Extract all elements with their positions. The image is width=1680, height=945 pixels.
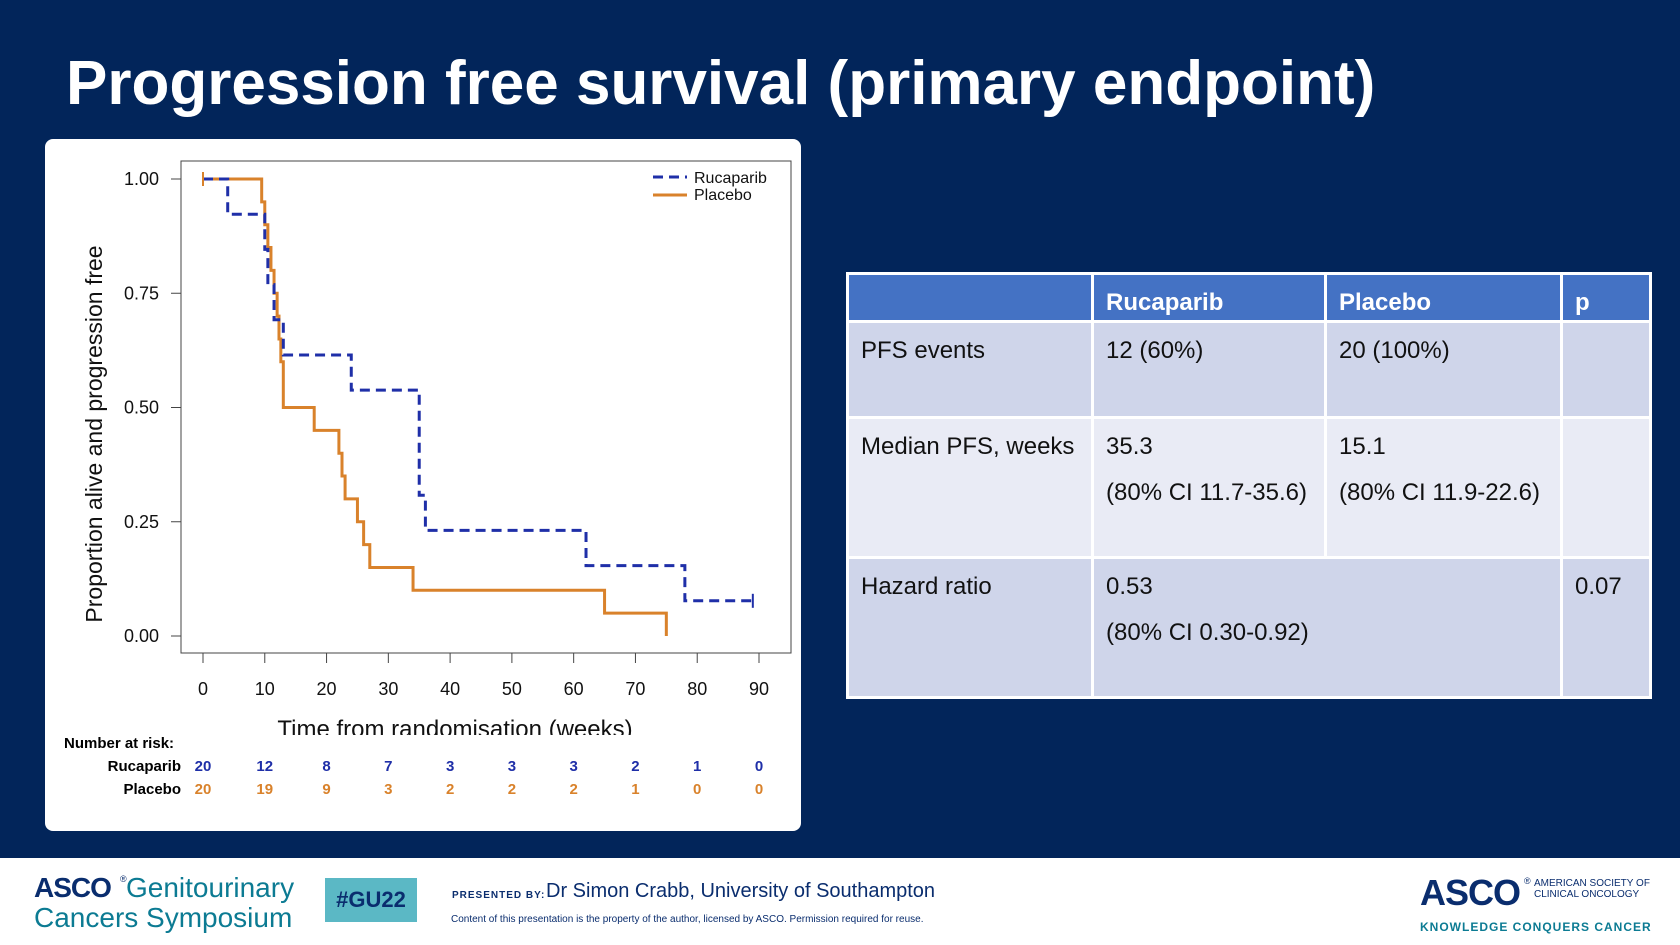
median-pfs-p [1560, 416, 1652, 559]
y-axis-label: Proportion alive and progression free [81, 245, 107, 622]
risk-count-placebo: 3 [384, 781, 393, 798]
x-tick-label: 70 [625, 679, 645, 699]
pfs-events-p [1560, 320, 1652, 419]
hashtag-badge: #GU22 [325, 878, 417, 922]
footer: ASCO ® Genitourinary Cancers Symposium #… [0, 858, 1680, 945]
x-tick-label: 50 [502, 679, 522, 699]
presented-by-label: PRESENTED BY: [452, 890, 546, 901]
risk-count-rucaparib: 7 [384, 758, 393, 775]
table-header-row: Rucaparib Placebo p [846, 271, 1652, 324]
x-tick-label: 20 [317, 679, 337, 699]
y-tick-label: 0.75 [124, 283, 159, 303]
risk-count-rucaparib: 0 [754, 758, 764, 775]
risk-count-rucaparib: 3 [445, 758, 455, 775]
pfs-summary-table: Rucaparib Placebo p PFS events 12 (60%) … [846, 271, 1652, 700]
x-tick-label: 40 [440, 679, 460, 699]
asco-wordmark: ASCO [34, 872, 112, 903]
median-pfs-placebo-cell: 15.1 (80% CI 11.9-22.6) [1324, 416, 1563, 559]
median-pfs-rucaparib-cell: 35.3 (80% CI 11.7-35.6) [1091, 416, 1327, 559]
risk-count-rucaparib: 2 [631, 758, 640, 775]
asco-gu-logo: ASCO ® Genitourinary Cancers Symposium [34, 872, 294, 942]
x-tick-label: 90 [749, 679, 769, 699]
risk-count-rucaparib: 3 [569, 758, 578, 775]
median-pfs-rucaparib: 35.3 [1106, 433, 1153, 460]
legend-label-rucaparib: Rucaparib [694, 170, 767, 187]
meeting-name-line2: Cancers Symposium [34, 902, 293, 933]
risk-row-label-placebo: Placebo [123, 781, 181, 798]
asco-society-logo: ASCO ® AMERICAN SOCIETY OF CLINICAL ONCO… [1420, 872, 1670, 942]
risk-count-placebo: 19 [256, 781, 274, 798]
x-axis: 0 10 20 30 40 50 60 70 80 90 [198, 653, 769, 699]
censor-marks [202, 172, 754, 608]
plot-frame [180, 160, 792, 654]
placebo-curve [203, 177, 668, 636]
risk-count-placebo: 1 [631, 781, 640, 798]
rucaparib-curve [203, 177, 753, 603]
asco-society-wordmark: ASCO [1420, 872, 1521, 913]
risk-count-placebo: 9 [322, 781, 331, 798]
hazard-ratio-cell: 0.53 (80% CI 0.30-0.92) [1091, 555, 1563, 700]
risk-count-rucaparib: 8 [322, 758, 331, 775]
header-rucaparib: Rucaparib [1091, 271, 1327, 324]
number-at-risk-table: Number at risk: Rucaparib Placebo 20 12 8 7… [45, 735, 801, 831]
slide-title: Progression free survival (primary endpo… [66, 49, 1376, 118]
risk-row-label-rucaparib: Rucaparib [107, 758, 181, 775]
table-row-hazard-ratio: Hazard ratio 0.53 (80% CI 0.30-0.92) 0.0… [846, 555, 1652, 700]
risk-count-placebo: 2 [569, 781, 578, 798]
y-tick-label: 1.00 [124, 169, 159, 189]
y-tick-label: 0.50 [124, 398, 159, 418]
risk-table-title: Number at risk: [64, 735, 175, 752]
pfs-events-placebo: 20 (100%) [1324, 320, 1563, 419]
x-tick-label: 10 [255, 679, 275, 699]
risk-count-rucaparib: 1 [693, 758, 702, 775]
km-chart: 0.00 0.25 0.50 0.75 1.00 0 10 20 30 40 50 60 70 80 90… [81, 160, 792, 735]
median-pfs-placebo: 15.1 [1339, 433, 1386, 460]
median-pfs-placebo-ci: (80% CI 11.9-22.6) [1339, 479, 1540, 506]
x-tick-label: 60 [564, 679, 584, 699]
y-axis: 0.00 0.25 0.50 0.75 1.00 [124, 169, 181, 646]
risk-count-rucaparib: 20 [194, 758, 212, 775]
pfs-events-rucaparib: 12 (60%) [1091, 320, 1327, 419]
pfs-events-label: PFS events [846, 320, 1094, 419]
x-tick-label: 80 [687, 679, 707, 699]
legend: Rucaparib Placebo [653, 170, 767, 204]
y-tick-label: 0.00 [124, 626, 159, 646]
asco-society-name: AMERICAN SOCIETY OF CLINICAL ONCOLOGY [1534, 878, 1650, 900]
hazard-ratio-value: 0.53 [1106, 572, 1153, 600]
table-row-pfs-events: PFS events 12 (60%) 20 (100%) [846, 320, 1652, 419]
presenter-name: Dr Simon Crabb, University of Southampto… [546, 880, 936, 902]
hazard-ratio-ci: (80% CI 0.30-0.92) [1106, 618, 1309, 646]
risk-count-placebo: 0 [754, 781, 764, 798]
x-tick-label: 0 [198, 679, 208, 699]
risk-count-placebo: 2 [507, 781, 517, 798]
disclaimer-text: Content of this presentation is the prop… [451, 914, 924, 925]
x-axis-label: Time from randomisation (weeks) [277, 716, 632, 735]
header-p: p [1560, 271, 1652, 324]
slide-body: Progression free survival (primary endpo… [0, 0, 1680, 858]
median-pfs-label: Median PFS, weeks [846, 416, 1094, 559]
risk-count-placebo: 20 [194, 781, 212, 798]
risk-count-placebo: 0 [693, 781, 702, 798]
header-blank [846, 271, 1094, 324]
hazard-ratio-p: 0.07 [1560, 555, 1652, 700]
median-pfs-rucaparib-ci: (80% CI 11.7-35.6) [1106, 479, 1307, 506]
risk-count-rucaparib: 12 [256, 758, 274, 775]
legend-label-placebo: Placebo [694, 187, 752, 204]
risk-count-placebo: 2 [445, 781, 455, 798]
registered-mark: ® [120, 874, 127, 884]
x-tick-label: 30 [378, 679, 398, 699]
meeting-name-line1: Genitourinary [126, 872, 295, 903]
header-placebo: Placebo [1324, 271, 1563, 324]
hazard-ratio-label: Hazard ratio [846, 555, 1094, 700]
km-chart-card: 0.00 0.25 0.50 0.75 1.00 0 10 20 30 40 50 60 70 80 90… [45, 139, 801, 831]
risk-count-rucaparib: 3 [507, 758, 517, 775]
y-tick-label: 0.25 [124, 512, 159, 532]
asco-society-registered-mark: ® [1524, 876, 1531, 886]
asco-tagline: KNOWLEDGE CONQUERS CANCER [1420, 920, 1652, 934]
table-row-median-pfs: Median PFS, weeks 35.3 (80% CI 11.7-35.6… [846, 416, 1652, 559]
